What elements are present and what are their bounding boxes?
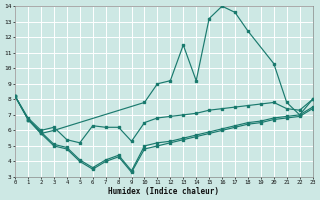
X-axis label: Humidex (Indice chaleur): Humidex (Indice chaleur): [108, 187, 220, 196]
